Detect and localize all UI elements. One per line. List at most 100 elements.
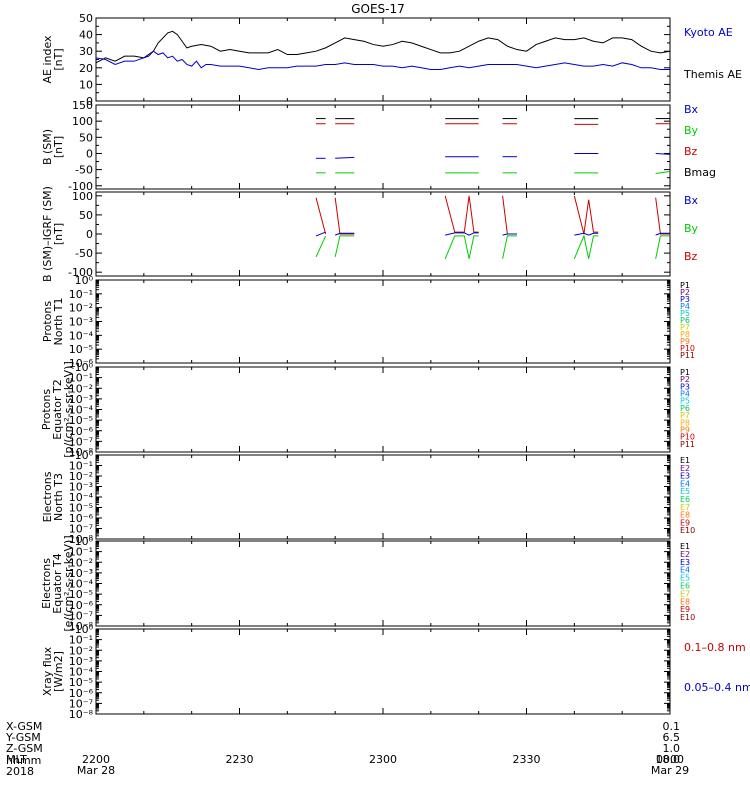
series-bx-segment: [655, 152, 671, 155]
legend-channel-e6: E6: [680, 495, 690, 504]
y-tick-label: 10⁻²: [69, 302, 93, 315]
y-axis-label-line: Electrons: [41, 471, 54, 522]
y-tick-label: 10⁻³: [69, 393, 93, 406]
legend-channel-e8: E8: [680, 597, 690, 606]
x-tick-label: 2330: [513, 753, 541, 766]
y-tick-label: 40: [79, 29, 93, 42]
y-axis-label-line: North T3: [52, 473, 65, 521]
y-axis-label-line: Protons: [41, 301, 54, 342]
legend-channel-p3: P3: [680, 295, 690, 304]
legend-channel-e5: E5: [680, 574, 690, 583]
y-tick-label: 10⁻⁸: [69, 620, 94, 633]
legend-channel-p6: P6: [680, 316, 690, 325]
legend-channel-p2: P2: [680, 288, 690, 297]
y-tick-label: 10⁻⁸: [69, 708, 94, 721]
y-axis-label-line: North T1: [52, 298, 65, 346]
legend-channel-p3: P3: [680, 382, 690, 391]
series-by-trace: [315, 235, 327, 258]
y-axis-label-line: Equator T4: [51, 553, 64, 613]
y-tick-label: 10⁻⁵: [69, 502, 93, 515]
series-bz-trace: [573, 195, 599, 235]
legend-channel-e7: E7: [680, 503, 690, 512]
y-tick-label: 10⁻⁴: [69, 329, 94, 342]
y-tick-label: 10⁻⁷: [69, 523, 93, 536]
panel-frame: [95, 104, 671, 190]
legend-channel-e10: E10: [680, 613, 695, 622]
series-by-segment: [655, 171, 671, 174]
legend-xray-long: 0.1–0.8 nm: [684, 641, 746, 654]
y-tick-label: 0: [86, 228, 93, 241]
y-tick-label: 10⁰: [75, 449, 94, 462]
legend-channel-p4: P4: [680, 390, 690, 399]
y-tick-label: -50: [75, 164, 93, 177]
footer-row-label: MLT: [6, 753, 27, 766]
legend-bz: Bz: [684, 250, 698, 263]
y-axis-label-line: [nT]: [52, 136, 65, 158]
y-axis-label-line: Electrons: [40, 558, 53, 609]
panel-frame: [95, 628, 671, 715]
y-tick-label: 10⁻¹: [69, 460, 93, 473]
y-tick-label: 10⁻¹: [69, 546, 93, 559]
y-tick-label: -100: [68, 266, 93, 279]
y-tick-label: 10⁻⁴: [69, 491, 94, 504]
legend-bx: Bx: [684, 194, 699, 207]
y-tick-label: 30: [79, 45, 93, 58]
legend-channel-e7: E7: [680, 589, 690, 598]
legend-channel-p1: P1: [680, 281, 690, 290]
y-axis-label-line: [W/m2]: [52, 651, 65, 692]
panel-frame: [95, 454, 671, 540]
x-tick-label: 0000: [656, 753, 684, 766]
y-tick-label: 10⁻⁶: [69, 425, 94, 438]
y-axis-label-line: [e/(cm²-s-sr-keV)]: [62, 535, 75, 631]
legend-channel-p2: P2: [680, 375, 690, 384]
series-bx-trace: [315, 231, 326, 237]
y-tick-label: 10⁰: [75, 274, 94, 287]
legend-bmag: Bmag: [684, 166, 716, 179]
series-bx-trace: [574, 232, 599, 236]
y-axis-label: B (SM)[nT]: [41, 129, 65, 165]
y-tick-label: 10⁻³: [69, 316, 93, 329]
y-tick-label: 20: [79, 62, 93, 75]
y-tick-label: 10⁻⁶: [69, 687, 94, 700]
legend-channel-p1: P1: [680, 368, 690, 377]
footer-value: 0.1: [663, 720, 681, 733]
legend-channel-p9: P9: [680, 337, 690, 346]
legend-channel-e4: E4: [680, 566, 690, 575]
y-axis-label-line: Protons: [40, 389, 53, 430]
y-tick-label: 10⁰: [75, 535, 94, 548]
y-tick-label: -50: [75, 247, 93, 260]
y-tick-label: 10⁻⁸: [69, 446, 94, 459]
y-tick-label: 10⁻³: [69, 567, 93, 580]
legend-themis-ae: Themis AE: [683, 68, 742, 81]
legend-by: By: [684, 222, 699, 235]
panel-enorth: 10⁰10⁻¹10⁻²10⁻³10⁻⁴10⁻⁵10⁻⁶10⁻⁷10⁻⁸Elect…: [41, 449, 695, 546]
series-bz-trace: [502, 195, 517, 235]
legend-channel-p7: P7: [680, 411, 690, 420]
y-tick-label: 10⁻²: [69, 644, 93, 657]
series-bx-segment: [335, 156, 355, 159]
footer-row-label: hhmm: [6, 754, 41, 767]
y-tick-label: 10⁻²: [69, 556, 93, 569]
y-tick-label: 10⁻⁶: [69, 357, 94, 370]
y-axis-label-line: [nT]: [52, 48, 65, 70]
y-tick-label: 10⁻⁵: [69, 676, 93, 689]
y-tick-label: 10⁻⁴: [69, 404, 94, 417]
legend-channel-p11: P11: [680, 351, 695, 360]
y-tick-label: 10⁰: [75, 623, 94, 636]
panel-bdiff: -100 -50 0 50 100 B (SM)–IGRF (SM)[nT] Bx By Bz: [41, 186, 699, 282]
y-tick-label: 10⁻²: [69, 382, 93, 395]
series-by-trace: [444, 235, 479, 260]
footer-value: 6.5: [663, 731, 681, 744]
y-tick-label: 100: [72, 115, 93, 128]
y-tick-label: 10⁻²: [69, 470, 93, 483]
legend-channel-p7: P7: [680, 323, 690, 332]
y-tick-label: 100: [72, 190, 93, 203]
legend-channel-e5: E5: [680, 487, 690, 496]
legend-channel-p8: P8: [680, 418, 690, 427]
y-tick-label: 10⁻¹: [69, 288, 93, 301]
series-bz-trace: [444, 195, 479, 233]
